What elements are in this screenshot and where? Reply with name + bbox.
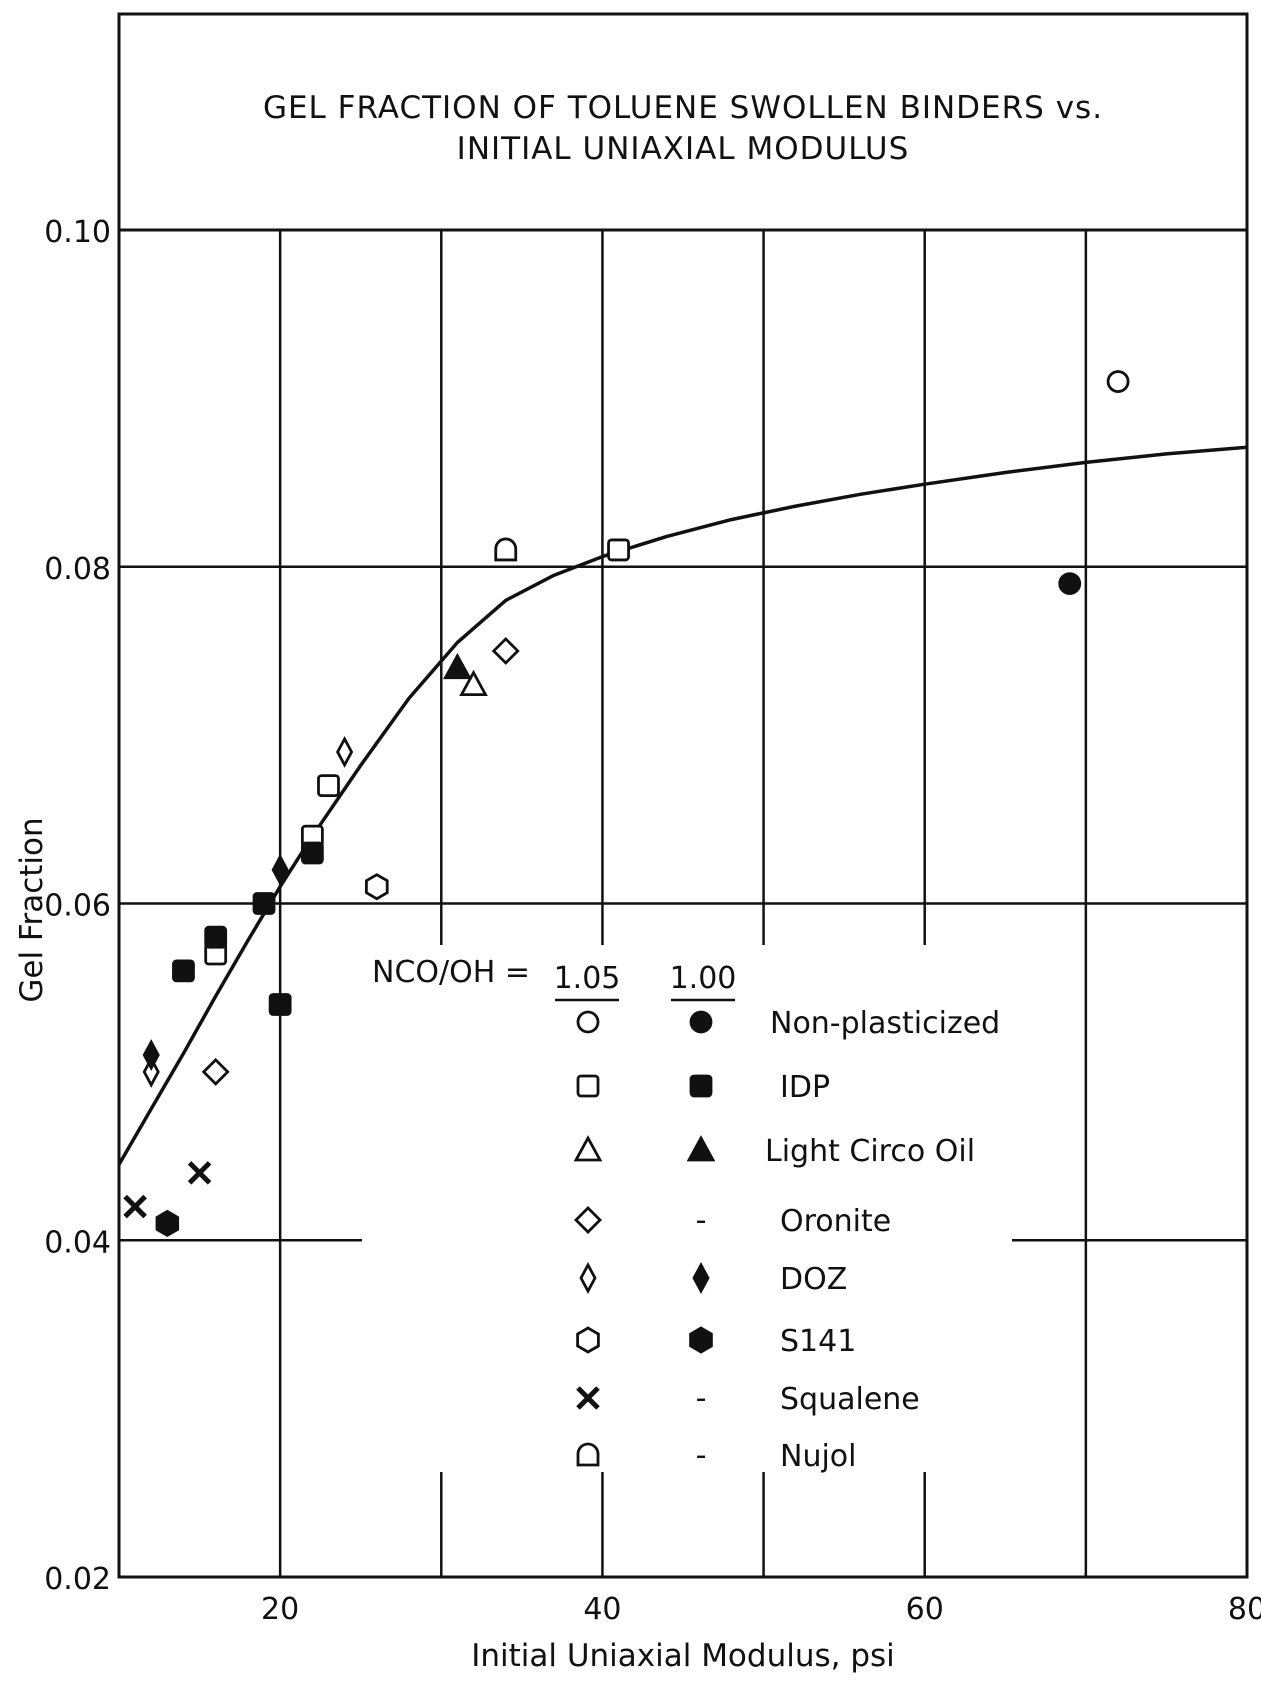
legend-marker-open-square [576,1074,600,1098]
legend-entry-label: S141 [780,1324,856,1359]
legend-entry-label: Nujol [780,1439,856,1474]
legend-entry-label: Light Circo Oil [765,1134,975,1169]
legend-entry-label: Squalene [780,1382,920,1417]
x-tick-label: 80 [1228,1592,1261,1627]
legend-marker-open-hexagon [576,1326,600,1354]
data-point-circle-filled [1058,572,1082,595]
fit-curve [117,445,1248,1166]
y-axis-ticks: 0.02 0.04 0.06 0.08 0.10 [44,215,111,1597]
legend-entry-label: IDP [780,1070,830,1105]
data-point-square-filled [172,959,195,983]
data-point-hexagon-open [364,873,389,901]
legend-rows: Non-plasticized IDP Light Circo Oil - Oronit… [573,1006,1000,1474]
x-tick-label: 60 [906,1592,944,1627]
legend-marker-open-diamond [574,1206,602,1234]
data-point-square-open [317,774,340,798]
x-tick-label: 40 [583,1592,621,1627]
legend-placeholder: - [696,1438,707,1473]
x-axis-ticks: 20 40 60 80 [261,1592,1261,1627]
legend-marker-open-thin-diamond [579,1262,597,1294]
legend-marker-filled-triangle [686,1135,716,1162]
data-point-triangle-open [459,669,488,697]
legend-marker-open-cross [576,1386,600,1410]
legend-col2-label: 1.00 [670,961,737,996]
legend-placeholder: - [696,1203,707,1238]
chart-title-line-2: INITIAL UNIAXIAL MODULUS [457,131,910,167]
y-tick-label: 0.02 [44,1562,111,1597]
chart-frame [117,12,1249,1579]
legend-marker-filled-square [689,1074,713,1098]
y-tick-label: 0.08 [44,552,111,587]
chart-title-line-1: GEL FRACTION OF TOLUENE SWOLLEN BINDERS … [263,90,1103,126]
data-point-square-open [607,538,630,562]
fit-curve-group [117,445,1248,1166]
legend-marker-open-triangle [573,1135,603,1162]
legend: NCO/OH = 1.05 1.00 Non-plasticized IDP Lig… [372,955,1000,1474]
data-point-thin-diamond-open [336,736,354,768]
legend-marker-filled-hexagon [689,1326,713,1354]
data-point-cross-filled [187,1161,212,1185]
legend-marker-open-circle [576,1010,600,1034]
data-point-diamond-open [201,1057,230,1086]
y-tick-label: 0.10 [44,215,111,250]
legend-entry-label: Non-plasticized [770,1006,1000,1041]
legend-marker-filled-thin-diamond [692,1262,710,1294]
x-tick-label: 20 [261,1592,299,1627]
legend-entry-label: DOZ [780,1262,847,1297]
data-point-diamond-open [491,636,520,665]
data-point-thin-diamond-open [142,1055,160,1088]
data-point-hexagon-filled [155,1209,180,1238]
data-point-triangle-filled [443,652,472,680]
legend-backdrop [362,945,1012,1472]
data-point-square-filled [300,841,324,865]
legend-col1-label: 1.05 [554,961,621,996]
legend-marker-filled-circle [689,1010,713,1034]
legend-placeholder: - [696,1381,707,1416]
data-point-thin-diamond-filled [271,853,289,886]
legend-entry-label: Oronite [780,1204,891,1239]
data-point-cross-filled [123,1194,147,1219]
legend-marker-open-dome [576,1442,600,1467]
x-axis-label: Initial Uniaxial Modulus, psi [471,1638,895,1674]
data-point-dome-open [494,537,518,562]
data-points [123,370,1130,1238]
data-point-thin-diamond-filled [142,1039,160,1071]
data-point-circle-open [1106,370,1130,393]
data-point-square-filled [252,892,276,915]
y-axis-label: Gel Fraction [14,817,50,1002]
y-tick-label: 0.06 [44,889,111,924]
data-point-square-filled [204,925,228,949]
legend-header: NCO/OH = [372,955,530,990]
data-point-square-filled [268,993,292,1016]
y-tick-label: 0.04 [44,1225,111,1260]
